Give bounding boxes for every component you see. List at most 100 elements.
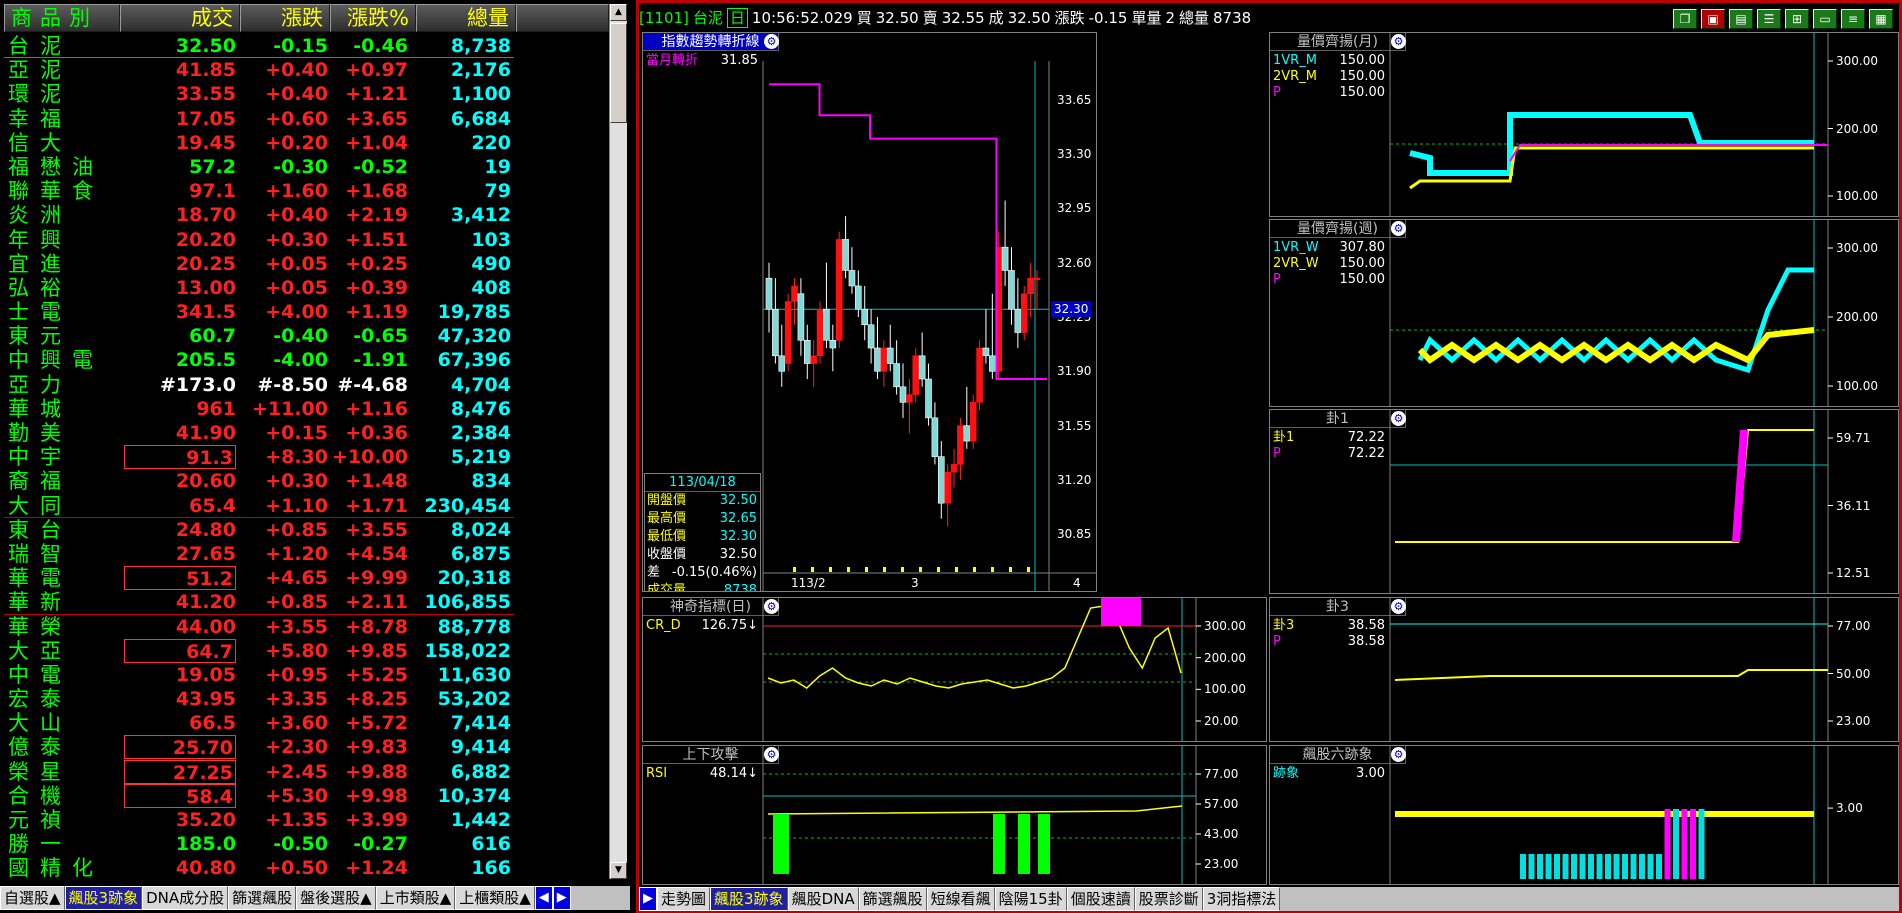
header-price[interactable]: 成交 [120,4,240,32]
table-row[interactable]: 大亞 64.7 +5.80 +9.85 158,022 [4,638,609,663]
right-tab-prev-icon[interactable]: ▶ [639,887,657,911]
table-row[interactable]: 環泥 33.55 +0.40 +1.21 1,100 [4,82,609,106]
table-row[interactable]: 榮星 27.25 +2.45 +9.88 6,882 [4,759,609,784]
panel-settings-icon[interactable]: ⚙ [1391,599,1406,614]
cr-indicator-panel[interactable]: 神奇指標(日) ⚙ CR_D 126.75↓ 300.00 200.00 100.00 20.… [642,597,1267,742]
table-row[interactable]: 元禎 35.20 +1.35 +3.99 1,442 [4,808,609,832]
table-row[interactable]: 勤美 41.90 +0.15 +0.36 2,384 [4,421,609,445]
right-tab[interactable]: 飆股DNA [787,887,859,911]
table-row[interactable]: 年興 20.20 +0.30 +1.51 103 [4,228,609,252]
table-row[interactable]: 裔福 20.60 +0.30 +1.48 834 [4,469,609,493]
table-row[interactable]: 華電 51.2 +4.65 +9.99 20,318 [4,566,609,591]
six-signals-panel[interactable]: 飆股六跡象 ⚙ 跡象 3.00 3.00 [1269,745,1899,885]
header-change[interactable]: 漲跌 [240,4,330,32]
table-row[interactable]: 大山 66.5 +3.60 +5.72 7,414 [4,711,609,735]
scroll-thumb[interactable] [610,23,627,123]
right-tab[interactable]: 短線看飆 [926,887,995,911]
tab-next-icon[interactable]: ▶ [552,886,571,910]
header-name[interactable]: 商品別 [4,4,120,32]
attack-bar [1038,814,1050,874]
list-icon[interactable]: ☰ [1757,9,1781,29]
table-row[interactable]: 信大 19.45 +0.20 +1.04 220 [4,131,609,155]
scroll-up-icon[interactable]: ▲ [610,4,627,21]
main-price-chart[interactable]: 指數趨勢轉折線 ⚙ 當月轉折 31.85 33.65 33.30 32.95 32.6… [642,32,1097,592]
panel-settings-icon[interactable]: ⚙ [764,747,779,762]
vr-week-panel[interactable]: 量價齊揚(週) ⚙ 1VR_W 307.80 2VR_W 150.00 P 150.00 300… [1269,219,1899,407]
stock-name[interactable]: 台泥 [692,9,723,27]
window-icon[interactable]: ▭ [1813,9,1837,29]
panel-settings-icon[interactable]: ⚙ [1391,221,1406,236]
rsi-panel[interactable]: 上下攻擊 ⚙ RSI 48.14↓ 77.00 57.00 43.00 23.00 [642,745,1267,885]
panel-settings-icon[interactable]: ⚙ [1391,411,1406,426]
table-row[interactable]: 大同 65.4 +1.10 +1.71 230,454 [4,494,609,518]
header-volume[interactable]: 總量 [416,4,516,32]
left-tab[interactable]: DNA成分股 [142,886,229,910]
table-row[interactable]: 聯華食 97.1 +1.60 +1.68 79 [4,179,609,203]
left-tab[interactable]: 盤後選股▲ [296,886,376,910]
table-row[interactable]: 華城 961 +11.00 +1.16 8,476 [4,397,609,421]
scroll-down-icon[interactable]: ▼ [610,862,627,879]
panel-title[interactable]: 卦1 [1270,410,1406,428]
table-row[interactable]: 亞力 #173.0 #-8.50 #-4.68 4,704 [4,373,609,397]
right-tab[interactable]: 3洞指標法 [1202,887,1281,911]
add-panel-icon[interactable]: ⊞ [1785,9,1809,29]
left-tab[interactable]: 飆股3跡象 [64,886,143,910]
table-row[interactable]: 東元 60.7 -0.40 -0.65 47,320 [4,324,609,348]
table-row[interactable]: 士電 341.5 +4.00 +1.19 19,785 [4,300,609,324]
table-row[interactable]: 幸福 17.05 +0.60 +3.65 6,684 [4,107,609,131]
right-tab[interactable]: 走勢圖 [657,887,711,911]
right-tab[interactable]: 股票診斷 [1134,887,1203,911]
panel-settings-icon[interactable]: ⚙ [764,599,779,614]
left-tab[interactable]: 上櫃類股▲ [455,886,535,910]
table-row[interactable]: 合機 58.4 +5.30 +9.98 10,374 [4,783,609,808]
vertical-scrollbar[interactable]: ▲ ▼ [609,4,627,879]
right-tab[interactable]: 陰陽15卦 [994,887,1067,911]
header-change-pct[interactable]: 漲跌% [330,4,416,32]
left-tab[interactable]: 上市類股▲ [375,886,456,910]
gua3-panel[interactable]: 卦3 ⚙ 卦3 38.58 P 38.58 77.00 50.00 23.00 [1269,597,1899,742]
volume-mark [811,567,814,572]
right-tab[interactable]: 飆股3跡象 [710,887,788,911]
book-icon[interactable]: ▤ [1729,9,1753,29]
table-row[interactable]: 台泥 32.50 -0.15 -0.46 8,738 [4,34,609,59]
table-row[interactable]: 勝一 185.0 -0.50 -0.27 616 [4,832,609,856]
table-row[interactable]: 國精化 40.80 +0.50 +1.24 166 [4,856,609,879]
restore-icon[interactable]: ❐ [1673,9,1697,29]
table-row[interactable]: 華榮 44.00 +3.55 +8.78 88,778 [4,615,609,639]
main-chart-settings-icon[interactable]: ⚙ [764,34,779,49]
panel-settings-icon[interactable]: ⚙ [1391,747,1406,762]
table-row[interactable]: 東台 24.80 +0.85 +3.55 8,024 [4,518,609,542]
grid-icon[interactable]: ▦ [1869,9,1893,29]
right-tab[interactable]: 篩選飆股 [858,887,927,911]
main-chart-title[interactable]: 指數趨勢轉折線 [643,33,779,51]
save-icon[interactable]: ▣ [1701,9,1725,29]
gua1-panel[interactable]: 卦1 ⚙ 卦1 72.22 P 72.22 59.71 36.11 12.51 [1269,409,1899,594]
table-row[interactable]: 炎洲 18.70 +0.40 +2.19 3,412 [4,203,609,227]
left-tab[interactable]: 篩選飆股 [228,886,297,910]
panel-title[interactable]: 上下攻擊 [643,746,779,764]
table-row[interactable]: 億泰 25.70 +2.30 +9.83 9,414 [4,735,609,760]
table-row[interactable]: 弘裕 13.00 +0.05 +0.39 408 [4,276,609,300]
panel-title[interactable]: 量價齊揚(月) [1270,33,1406,51]
tab-prev-icon[interactable]: ◀ [534,886,553,910]
table-row[interactable]: 華新 41.20 +0.85 +2.11 106,855 [4,590,609,615]
legend-item: P 150.00 [1273,85,1385,101]
table-row[interactable]: 宏泰 43.95 +3.35 +8.25 53,202 [4,687,609,711]
menu-icon[interactable]: ≡ [1841,9,1865,29]
table-row[interactable]: 中興電 205.5 -4.00 -1.91 67,396 [4,348,609,372]
table-row[interactable]: 亞泥 41.85 +0.40 +0.97 2,176 [4,58,609,82]
panel-title[interactable]: 卦3 [1270,598,1406,616]
period-day-button[interactable]: 日 [726,8,748,28]
legend-name: 1VR_M [1273,53,1317,68]
panel-title[interactable]: 神奇指標(日) [643,598,779,616]
table-row[interactable]: 瑞智 27.65 +1.20 +4.54 6,875 [4,542,609,566]
panel-settings-icon[interactable]: ⚙ [1391,34,1406,49]
table-row[interactable]: 中宇 91.3 +8.30 +10.00 5,219 [4,445,609,470]
vr-month-panel[interactable]: 量價齊揚(月) ⚙ 1VR_M 150.00 2VR_M 150.00 P 150.00 300… [1269,32,1899,217]
right-tab[interactable]: 個股速讀 [1066,887,1135,911]
table-row[interactable]: 中電 19.05 +0.95 +5.25 11,630 [4,663,609,687]
stock-volume: 103 [471,228,511,251]
left-tab[interactable]: 自選股▲ [0,886,65,910]
table-row[interactable]: 宜進 20.25 +0.05 +0.25 490 [4,252,609,276]
table-row[interactable]: 福懋油 57.2 -0.30 -0.52 19 [4,155,609,179]
